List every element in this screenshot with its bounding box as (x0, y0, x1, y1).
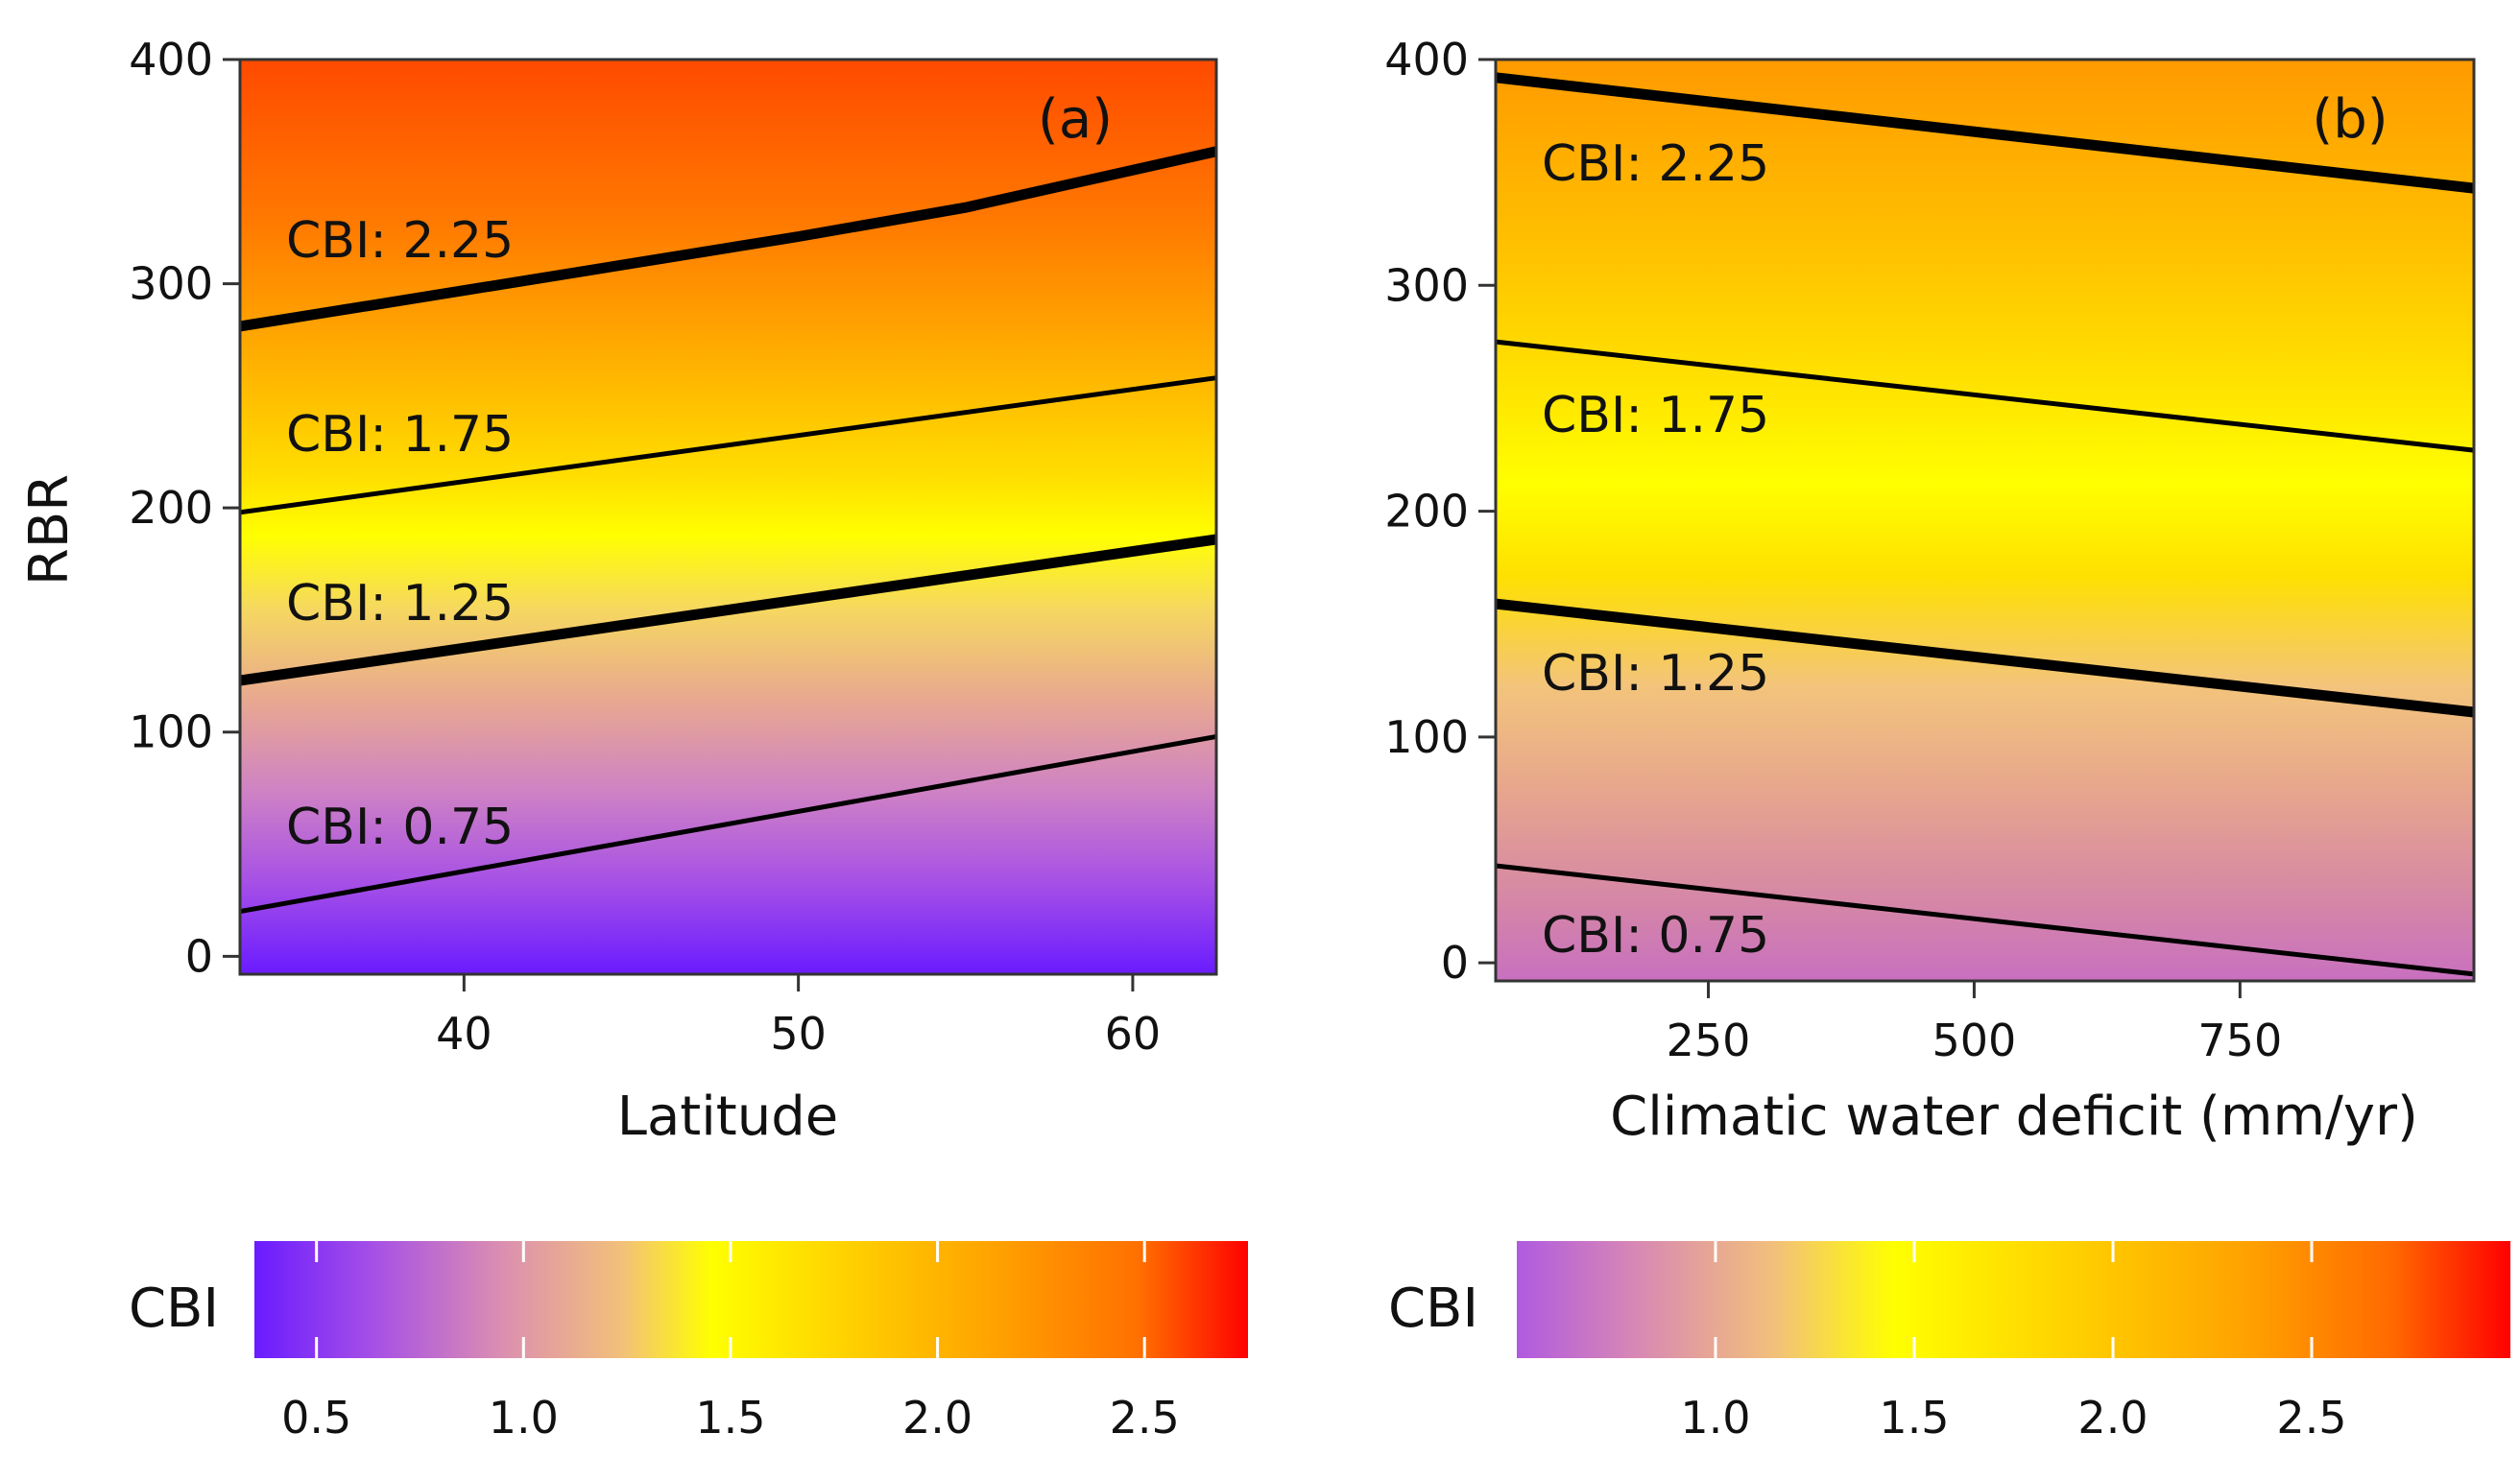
colorbar-tick-label: 0.5 (281, 1392, 351, 1444)
y-tick-label: 400 (129, 34, 213, 85)
panel-b: CBI: 2.25 CBI: 1.75 CBI: 1.25 CBI: 0.75 (b)… (1384, 34, 2476, 1148)
panel-a-x-axis-title: Latitude (617, 1086, 838, 1148)
y-tick-label: 400 (1384, 34, 1469, 85)
panel-a-border (238, 58, 1218, 976)
panel-b-contours: CBI: 2.25 CBI: 1.75 CBI: 1.25 CBI: 0.75 (1495, 72, 2475, 977)
y-tick-label: 200 (1384, 486, 1469, 537)
colorbar-tick-label: 2.0 (2077, 1392, 2148, 1444)
contour-line (239, 733, 1217, 915)
y-tick-label: 100 (129, 706, 213, 758)
colorbar-tick-label: 2.0 (902, 1392, 972, 1444)
panel-a-colorbar-gradient (254, 1241, 1248, 1358)
panel-b-heatmap (1496, 60, 2474, 981)
colorbar-tick-label: 2.5 (2276, 1392, 2346, 1444)
contour-label: CBI: 0.75 (1542, 907, 1769, 965)
panel-b-colorbar: CBI 1.0 1.5 2.0 2.5 (1388, 1241, 2510, 1444)
panel-a-contours: CBI: 2.25 CBI: 1.75 CBI: 1.25 CBI: 0.75 (239, 146, 1218, 915)
x-tick-label: 50 (770, 1008, 827, 1060)
panel-b-border (1494, 58, 2476, 983)
contour-label: CBI: 1.25 (1542, 645, 1769, 703)
panel-a-colorbar-ticks: 0.5 1.0 1.5 2.0 2.5 (281, 1241, 1180, 1444)
panel-a-y-axis: 0 100 200 300 400 (129, 34, 240, 982)
panel-b-colorbar-ticks: 1.0 1.5 2.0 2.5 (1680, 1241, 2347, 1444)
panel-a-colorbar: CBI 0.5 1.0 1.5 2.0 2.5 (129, 1241, 1248, 1444)
panel-b-x-axis: 250 500 750 (1667, 981, 2282, 1066)
panel-b-colorbar-title: CBI (1388, 1278, 1478, 1340)
contour-line (1495, 598, 2475, 718)
contour-label: CBI: 1.75 (286, 406, 514, 464)
contour-label: CBI: 1.25 (286, 575, 514, 633)
contour-line (1495, 72, 2475, 194)
contour-label: CBI: 2.25 (286, 212, 514, 270)
panel-a-colorbar-title: CBI (129, 1278, 219, 1340)
panel-b-colorbar-gradient (1517, 1241, 2510, 1358)
contour-line (1495, 863, 2475, 977)
y-tick-label: 300 (1384, 259, 1469, 311)
y-tick-label: 200 (129, 482, 213, 534)
x-tick-label: 60 (1105, 1008, 1162, 1060)
panel-b-x-axis-title: Climatic water deficit (mm/yr) (1610, 1086, 2418, 1148)
colorbar-tick-label: 1.5 (695, 1392, 765, 1444)
panel-a: CBI: 2.25 CBI: 1.75 CBI: 1.25 CBI: 0.75 (a)… (18, 34, 1218, 1148)
panel-b-label: (b) (2312, 88, 2388, 151)
panel-b-y-axis: 0 100 200 300 400 (1384, 34, 1496, 989)
x-tick-label: 750 (2197, 1015, 2282, 1066)
panel-a-x-axis: 40 50 60 (436, 974, 1161, 1060)
contour-label: CBI: 2.25 (1542, 135, 1769, 193)
colorbar-tick-label: 2.5 (1110, 1392, 1180, 1444)
contour-line (239, 146, 1218, 332)
colorbar-tick-label: 1.5 (1879, 1392, 1949, 1444)
y-tick-label: 300 (129, 258, 213, 310)
panel-a-y-axis-title: RBR (18, 474, 81, 585)
colorbar-tick-label: 1.0 (1680, 1392, 1750, 1444)
x-tick-label: 40 (436, 1008, 492, 1060)
colorbar-tick-label: 1.0 (489, 1392, 559, 1444)
y-tick-label: 0 (1441, 937, 1469, 989)
y-tick-label: 100 (1384, 711, 1469, 763)
contour-label: CBI: 0.75 (286, 799, 514, 856)
contour-line (239, 534, 1217, 686)
x-tick-label: 250 (1667, 1015, 1751, 1066)
contour-line (239, 375, 1217, 515)
panel-a-label: (a) (1038, 88, 1113, 151)
contour-label: CBI: 1.75 (1542, 387, 1769, 444)
y-tick-label: 0 (185, 930, 213, 982)
x-tick-label: 500 (1932, 1015, 2017, 1066)
contour-line (1495, 339, 2475, 453)
